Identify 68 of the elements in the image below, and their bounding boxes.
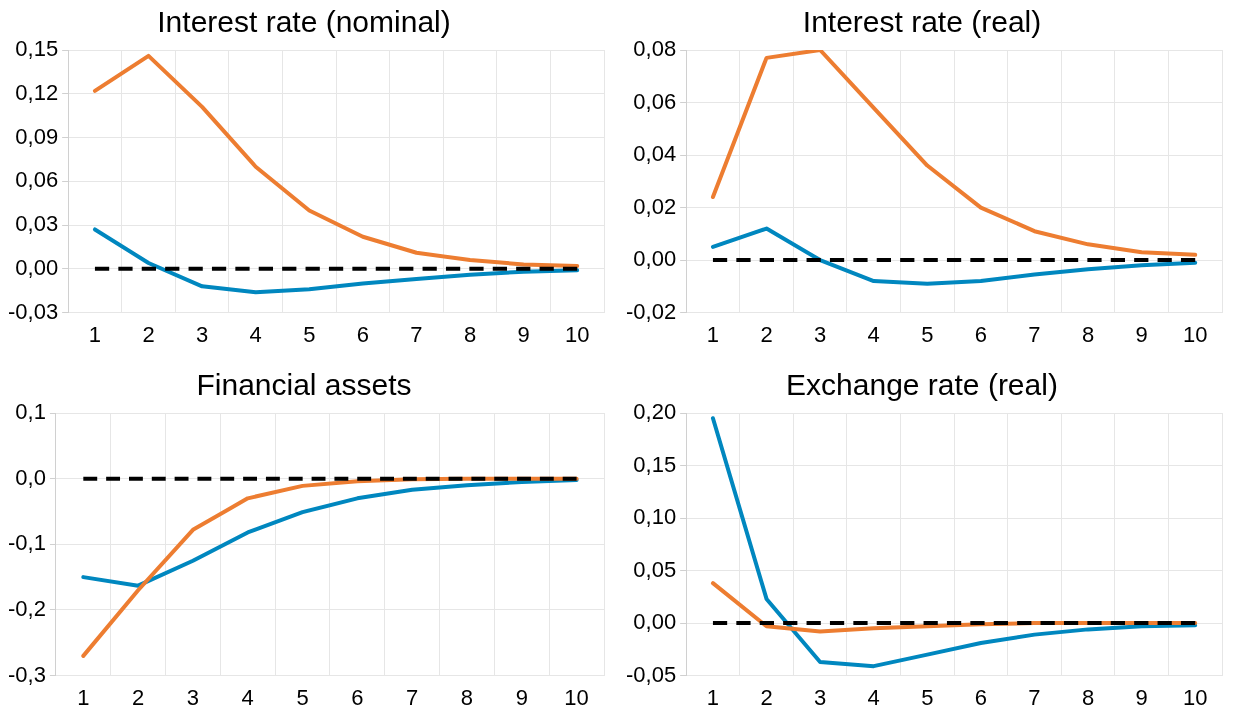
x-tick-label: 5 — [296, 684, 309, 710]
y-tick-label: 0,05 — [633, 556, 677, 582]
x-tick-label: 2 — [760, 684, 773, 710]
x-tick-label: 3 — [186, 684, 200, 710]
y-tick-label: 0,15 — [15, 36, 59, 62]
x-tick-label: 2 — [760, 321, 773, 347]
x-tick-label: 5 — [303, 321, 316, 347]
y-tick-label: 0,06 — [15, 167, 59, 193]
x-tick-label: 9 — [1135, 684, 1148, 710]
x-tick-label: 10 — [1182, 321, 1208, 347]
x-tick-label: 8 — [463, 321, 477, 347]
x-tick-label: 7 — [410, 321, 423, 347]
y-tick-label: 0,0 — [15, 464, 46, 490]
y-tick-label: 0,08 — [633, 36, 677, 62]
chart-title: Interest rate (real) — [802, 5, 1042, 39]
x-tick-label: 8 — [1081, 321, 1095, 347]
y-tick-label: -0,05 — [625, 661, 677, 687]
x-tick-label: 8 — [460, 684, 474, 710]
x-tick-label: 10 — [1182, 684, 1208, 710]
x-tick-label: 7 — [1028, 321, 1041, 347]
x-tick-label: 9 — [515, 684, 528, 710]
y-tick-label: 0,12 — [15, 79, 59, 105]
y-tick-label: 0,03 — [15, 211, 59, 237]
y-tick-label: 0,10 — [633, 504, 677, 530]
x-tick-label: 1 — [706, 321, 720, 347]
y-tick-label: -0,03 — [7, 298, 59, 324]
y-tick-label: -0,2 — [7, 596, 46, 622]
x-tick-label: 4 — [867, 321, 880, 347]
x-tick-label: 2 — [132, 684, 145, 710]
x-tick-label: 2 — [142, 321, 155, 347]
y-tick-label: 0,20 — [633, 399, 677, 425]
x-tick-label: 7 — [1028, 684, 1041, 710]
x-tick-label: 10 — [564, 321, 590, 347]
x-tick-label: 6 — [974, 321, 987, 347]
x-tick-label: 8 — [1081, 684, 1095, 710]
y-tick-label: -0,02 — [625, 298, 677, 324]
y-tick-label: 0,15 — [633, 451, 677, 477]
chart-title: Exchange rate (real) — [786, 368, 1058, 402]
x-tick-label: 3 — [813, 684, 827, 710]
x-tick-label: 4 — [241, 684, 254, 710]
y-tick-label: 0,00 — [633, 609, 677, 635]
y-tick-label: -0,3 — [7, 661, 46, 687]
x-tick-label: 6 — [351, 684, 364, 710]
y-tick-label: 0,06 — [633, 88, 677, 114]
x-tick-label: 9 — [517, 321, 530, 347]
chart-title: Financial assets — [196, 368, 412, 402]
x-tick-label: 10 — [564, 684, 589, 710]
y-tick-label: -0,1 — [7, 530, 46, 556]
x-tick-label: 3 — [813, 321, 827, 347]
y-tick-label: 0,02 — [633, 193, 677, 219]
x-tick-label: 4 — [867, 684, 880, 710]
x-tick-label: 1 — [77, 684, 90, 710]
x-tick-label: 9 — [1135, 321, 1148, 347]
x-tick-label: 5 — [921, 684, 934, 710]
x-tick-label: 1 — [88, 321, 102, 347]
x-tick-label: 6 — [974, 684, 987, 710]
x-tick-label: 5 — [921, 321, 934, 347]
x-tick-label: 4 — [249, 321, 262, 347]
y-tick-label: 0,04 — [633, 141, 677, 167]
chart-title: Interest rate (nominal) — [157, 5, 451, 39]
y-tick-label: 0,00 — [15, 254, 59, 280]
x-tick-label: 6 — [356, 321, 369, 347]
y-tick-label: 0,09 — [15, 123, 59, 149]
y-tick-label: 0,1 — [15, 399, 46, 425]
x-tick-label: 3 — [195, 321, 209, 347]
y-tick-label: 0,00 — [633, 246, 677, 272]
x-tick-label: 1 — [706, 684, 720, 710]
x-tick-label: 7 — [406, 684, 419, 710]
